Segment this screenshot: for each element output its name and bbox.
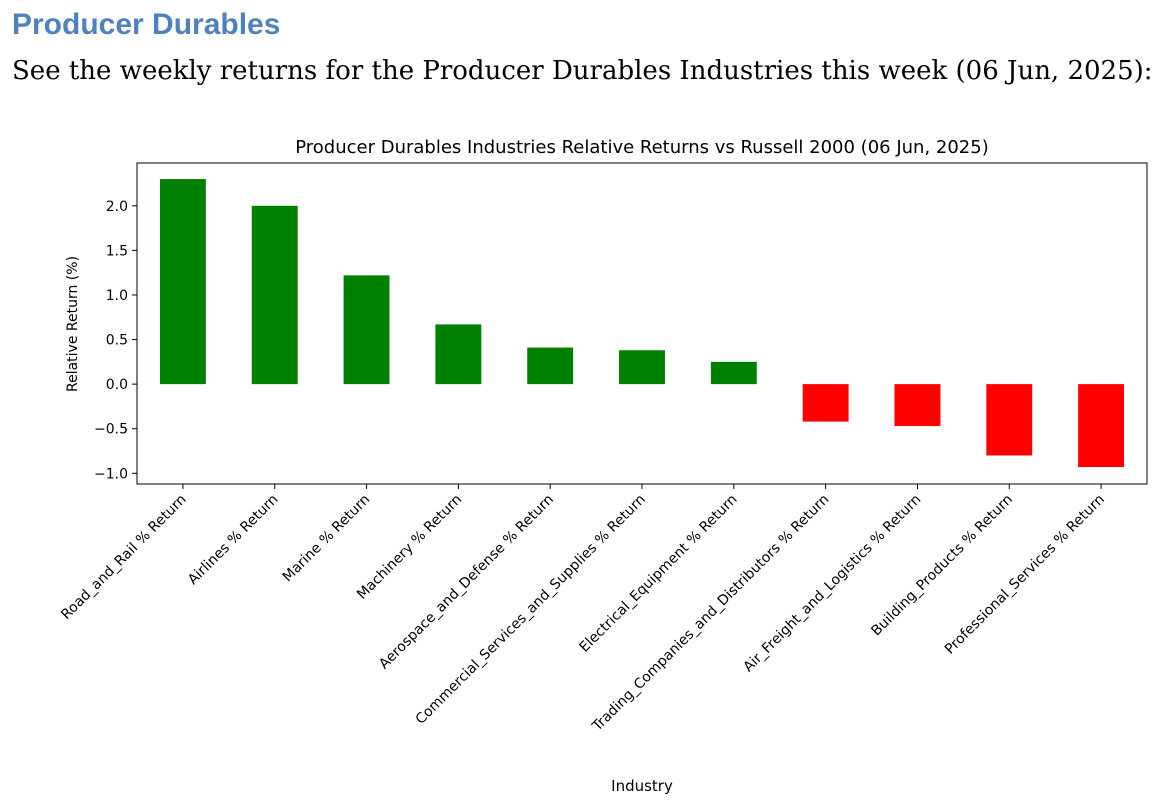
- bar: [1078, 384, 1125, 468]
- x-tick-label: Airlines % Return: [185, 492, 281, 588]
- bar: [527, 347, 574, 385]
- chart-title: Producer Durables Industries Relative Re…: [295, 137, 988, 158]
- bar: [894, 384, 941, 427]
- bar: [251, 205, 298, 385]
- x-tick-label: Electrical_Equipment % Return: [577, 492, 741, 656]
- intro-text: See the weekly returns for the Producer …: [12, 56, 1153, 86]
- bar: [343, 275, 390, 385]
- bar: [986, 384, 1033, 456]
- x-tick-label: Road_and_Rail % Return: [58, 492, 189, 623]
- bar: [619, 350, 665, 385]
- x-tick-label: Machinery % Return: [354, 492, 465, 603]
- page-heading: Producer Durables: [12, 8, 281, 41]
- y-tick-label: 1.5: [106, 243, 128, 259]
- x-tick-label: Aerospace_and_Defense % Return: [376, 492, 557, 673]
- y-tick-label: 1.0: [106, 288, 128, 304]
- x-tick-label: Marine % Return: [280, 492, 374, 586]
- y-tick-label: 0.5: [106, 333, 128, 349]
- bar: [435, 324, 482, 385]
- bar: [802, 384, 849, 422]
- bar: [159, 179, 206, 385]
- x-axis-label: Industry: [611, 777, 673, 795]
- y-tick-label: −0.5: [94, 422, 128, 438]
- y-axis-label: Relative Return (%): [65, 256, 81, 392]
- y-tick-label: −1.0: [94, 466, 128, 482]
- bar: [710, 361, 757, 385]
- x-tick-label: Professional_Services % Return: [942, 492, 1108, 658]
- y-tick-label: 0.0: [106, 377, 128, 393]
- y-tick-label: 2.0: [106, 199, 128, 215]
- x-tick-label: Air_Freight_and_Logistics % Return: [740, 492, 924, 676]
